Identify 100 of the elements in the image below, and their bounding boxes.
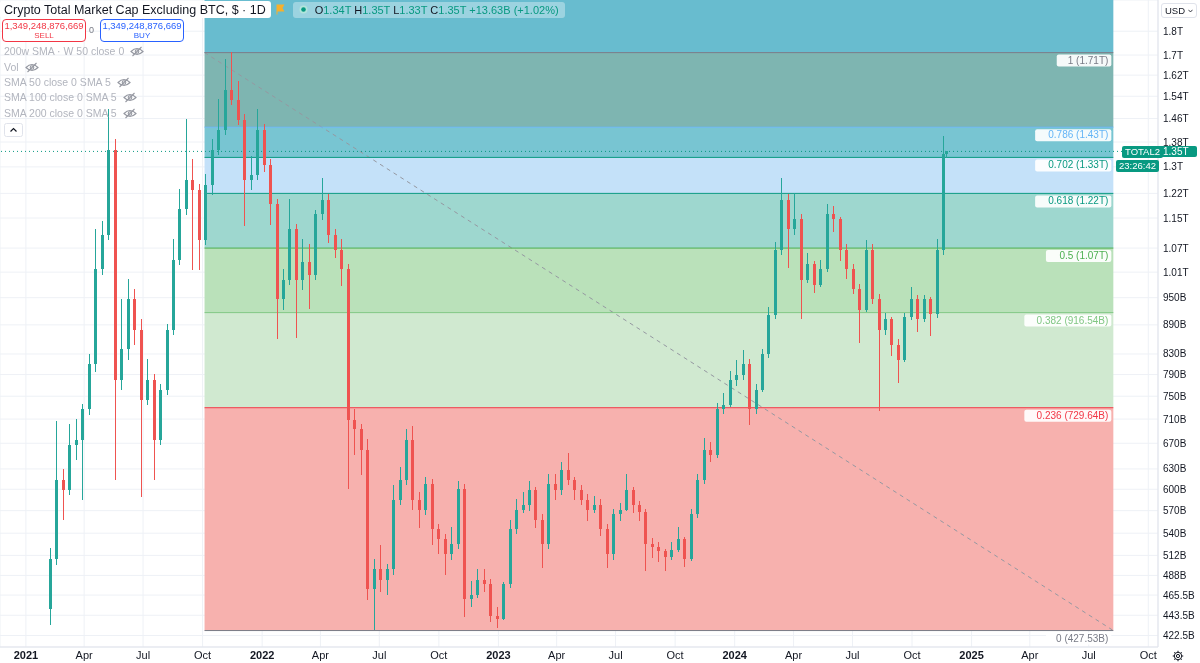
annotation: SMA 100 close 0 SMA 5 xyxy=(4,91,117,103)
ref-line-label: 1.35T xyxy=(1163,145,1189,157)
candlestick xyxy=(735,359,738,387)
candlestick xyxy=(476,568,479,599)
candlestick xyxy=(360,423,363,476)
candlestick xyxy=(334,228,337,259)
sell-button: 1,349,248,876,669 SELL xyxy=(2,19,86,42)
x-tick-label: Apr xyxy=(785,649,803,661)
y-tick-label: 600B xyxy=(1163,483,1187,495)
annotation: 200w SMA · W 50 close 0 xyxy=(4,45,125,57)
annotation: SELL xyxy=(34,30,54,40)
candlestick xyxy=(373,558,376,631)
candlestick xyxy=(852,263,855,295)
y-tick-label: 1.38T xyxy=(1163,136,1189,148)
ref-line-label: 0.236 (729.64B) xyxy=(1036,409,1109,421)
x-tick-label: Jul xyxy=(372,649,387,661)
y-tick-label: 422.5B xyxy=(1163,629,1196,641)
currency-selector: USD xyxy=(1161,3,1197,18)
candlestick xyxy=(191,158,194,271)
candlestick xyxy=(664,548,667,572)
candlestick xyxy=(806,252,809,284)
y-tick-label: 1.54T xyxy=(1163,90,1189,102)
y-tick-label: 512B xyxy=(1163,549,1187,561)
candlestick xyxy=(657,541,660,563)
candlestick xyxy=(651,537,654,559)
annotation: SMA 50 close 0 SMA 5 xyxy=(4,76,111,88)
annotation: 1,349,248,876,669 xyxy=(102,20,182,32)
x-tick-label: 2024 xyxy=(722,649,748,661)
candlestick xyxy=(599,498,602,537)
candlestick xyxy=(437,523,440,555)
candlestick xyxy=(217,98,220,156)
annotation: SMA 200 close 0 SMA 5 xyxy=(4,107,117,119)
y-tick-label: 1.8T xyxy=(1163,25,1184,37)
candlestick xyxy=(755,383,758,415)
y-tick-label: 790B xyxy=(1163,369,1187,381)
candlestick xyxy=(916,294,919,333)
x-tick-label: Jul xyxy=(608,649,623,661)
candlestick xyxy=(625,473,628,512)
candlestick xyxy=(910,286,913,321)
candlestick xyxy=(709,441,712,463)
x-tick-label: Oct xyxy=(194,649,212,661)
x-tick-label: Jul xyxy=(1081,649,1096,661)
y-tick-label: 488B xyxy=(1163,569,1187,581)
ref-line-label: 0.702 (1.33T) xyxy=(1048,159,1109,171)
y-tick-label: 1.01T xyxy=(1163,266,1189,278)
candlestick xyxy=(567,452,570,486)
x-tick-label: 2023 xyxy=(486,649,511,661)
annotation: TOTAL2 xyxy=(1125,146,1161,157)
candlestick xyxy=(379,544,382,593)
y-tick-label: 750B xyxy=(1163,390,1187,402)
candlestick xyxy=(321,177,324,221)
x-tick-label: 2025 xyxy=(959,649,984,661)
candlestick xyxy=(399,466,402,506)
ref-line-label: 0.382 (916.54B) xyxy=(1036,314,1109,326)
candlestick xyxy=(418,491,421,529)
x-tick-label: 2022 xyxy=(249,649,275,661)
candlestick xyxy=(353,408,356,456)
candlestick xyxy=(515,498,518,535)
y-tick-label: 443.5B xyxy=(1163,609,1196,621)
candlestick xyxy=(496,606,499,629)
candlestick xyxy=(230,51,233,106)
annotation: 23:26:42 xyxy=(1119,160,1156,171)
y-tick-label: 630B xyxy=(1163,463,1187,475)
candlestick xyxy=(929,296,932,337)
x-tick-label: Apr xyxy=(1021,649,1039,661)
candlestick xyxy=(793,192,796,236)
ref-line-label: 0.618 (1.22T) xyxy=(1048,195,1109,207)
x-tick-label: Jul xyxy=(136,649,151,661)
candlestick xyxy=(450,526,453,561)
candlestick xyxy=(632,486,635,514)
x-tick-label: Oct xyxy=(666,649,684,661)
ref-line-label: 0.5 (1.07T) xyxy=(1059,250,1109,262)
candlestick xyxy=(845,243,848,280)
candlestick xyxy=(541,513,544,569)
y-tick-label: 465.5B xyxy=(1163,589,1196,601)
candlestick xyxy=(573,476,576,501)
candlestick xyxy=(340,238,343,287)
candlestick xyxy=(884,312,887,336)
candlestick xyxy=(522,491,525,514)
candlestick xyxy=(554,473,557,501)
candlestick xyxy=(683,536,686,568)
y-tick-label: 1.07T xyxy=(1163,242,1189,254)
candlestick xyxy=(638,500,641,522)
y-tick-label: 710B xyxy=(1163,413,1187,425)
candlestick xyxy=(819,259,822,288)
candlestick xyxy=(677,526,680,553)
x-tick-label: Apr xyxy=(548,649,566,661)
y-tick-label: 830B xyxy=(1163,348,1187,360)
y-tick-label: 570B xyxy=(1163,505,1187,517)
ref-line-label: 0.786 (1.43T) xyxy=(1048,129,1109,141)
candlestick xyxy=(580,484,583,506)
annotation: BUY xyxy=(133,30,151,40)
candlestick xyxy=(813,260,816,294)
x-tick-label: Oct xyxy=(1139,649,1157,661)
candlestick xyxy=(923,294,926,323)
candlestick xyxy=(301,238,304,291)
y-tick-label: 1.7T xyxy=(1163,49,1184,61)
candlestick xyxy=(62,468,65,521)
x-tick-label: Oct xyxy=(903,649,921,661)
x-tick-label: Oct xyxy=(430,649,448,661)
